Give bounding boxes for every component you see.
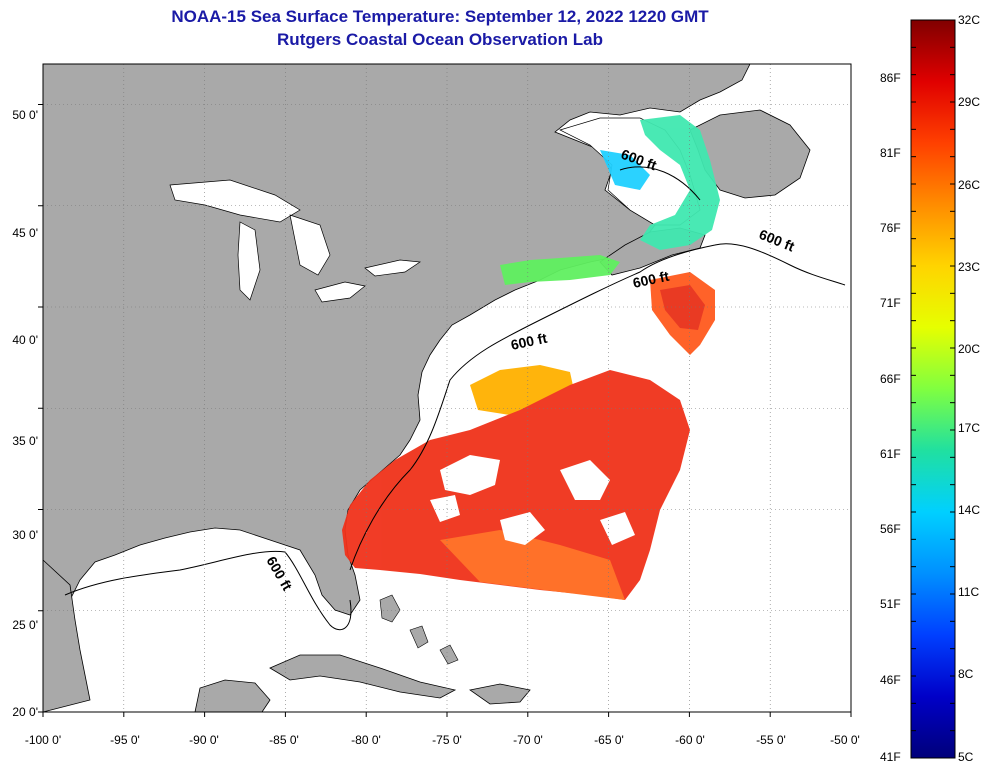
lon-tick-label: -65 0' xyxy=(594,733,624,747)
colorbar-celsius-label: 14C xyxy=(958,503,981,517)
lon-tick-label: -85 0' xyxy=(269,733,299,747)
colorbar-fahrenheit-label: 81F xyxy=(880,146,901,160)
colorbar-fahrenheit-label: 41F xyxy=(880,750,901,764)
lon-tick-label: -95 0' xyxy=(110,733,140,747)
lon-tick-label: -75 0' xyxy=(432,733,462,747)
lon-tick-label: -100 0' xyxy=(24,733,62,747)
colorbar-celsius-label: 5C xyxy=(958,750,974,764)
sst-overlay xyxy=(342,115,720,600)
contour-label: 600 ft xyxy=(509,330,548,353)
lon-tick-label: -80 0' xyxy=(351,733,381,747)
colorbar-celsius-label: 23C xyxy=(958,260,981,274)
lat-tick-label: 50 0' xyxy=(12,108,38,122)
colorbar-fahrenheit-label: 56F xyxy=(880,522,901,536)
map-title: NOAA-15 Sea Surface Temperature: Septemb… xyxy=(171,7,709,26)
lat-tick-label: 40 0' xyxy=(12,333,38,347)
lon-tick-label: -60 0' xyxy=(675,733,705,747)
colorbar-ticks xyxy=(911,19,955,759)
colorbar-fahrenheit-label: 51F xyxy=(880,597,901,611)
colorbar-fahrenheit-label: 86F xyxy=(880,71,901,85)
colorbar xyxy=(910,19,956,759)
colorbar-celsius-label: 29C xyxy=(958,95,981,109)
land-hispaniola xyxy=(469,683,531,705)
colorbar-celsius-label: 32C xyxy=(958,13,981,27)
colorbar-celsius-label: 20C xyxy=(958,342,981,356)
colorbar-fahrenheit-label: 66F xyxy=(880,372,901,386)
land-cuba xyxy=(269,654,457,699)
contour-label: 600 ft xyxy=(631,268,670,291)
lat-tick-label: 45 0' xyxy=(12,226,38,240)
lon-tick-label: -55 0' xyxy=(756,733,786,747)
great-lakes xyxy=(169,179,422,303)
lat-tick-label: 35 0' xyxy=(12,434,38,448)
600ft-contour xyxy=(64,166,846,631)
lon-tick-label: -70 0' xyxy=(513,733,543,747)
colorbar-celsius-label: 17C xyxy=(958,421,981,435)
lat-tick-label: 30 0' xyxy=(12,528,38,542)
axis-ticks xyxy=(38,104,852,717)
lon-tick-label: -50 0' xyxy=(830,733,860,747)
colorbar-celsius-label: 8C xyxy=(958,667,974,681)
colorbar-celsius-label: 11C xyxy=(958,585,980,599)
lon-tick-label: -90 0' xyxy=(189,733,219,747)
lat-tick-label: 20 0' xyxy=(12,705,38,719)
map-subtitle: Rutgers Coastal Ocean Observation Lab xyxy=(277,30,603,49)
lat-tick-label: 25 0' xyxy=(12,618,38,632)
land-yucatan xyxy=(194,679,271,712)
land-north-america xyxy=(43,64,751,712)
colorbar-fahrenheit-label: 71F xyxy=(880,296,901,310)
land-bahamas xyxy=(379,594,459,665)
colorbar-fahrenheit-label: 46F xyxy=(880,673,901,687)
colorbar-fahrenheit-label: 76F xyxy=(880,221,901,235)
colorbar-celsius-label: 26C xyxy=(958,178,981,192)
land-mexico xyxy=(43,559,91,712)
colorbar-fahrenheit-label: 61F xyxy=(880,447,901,461)
